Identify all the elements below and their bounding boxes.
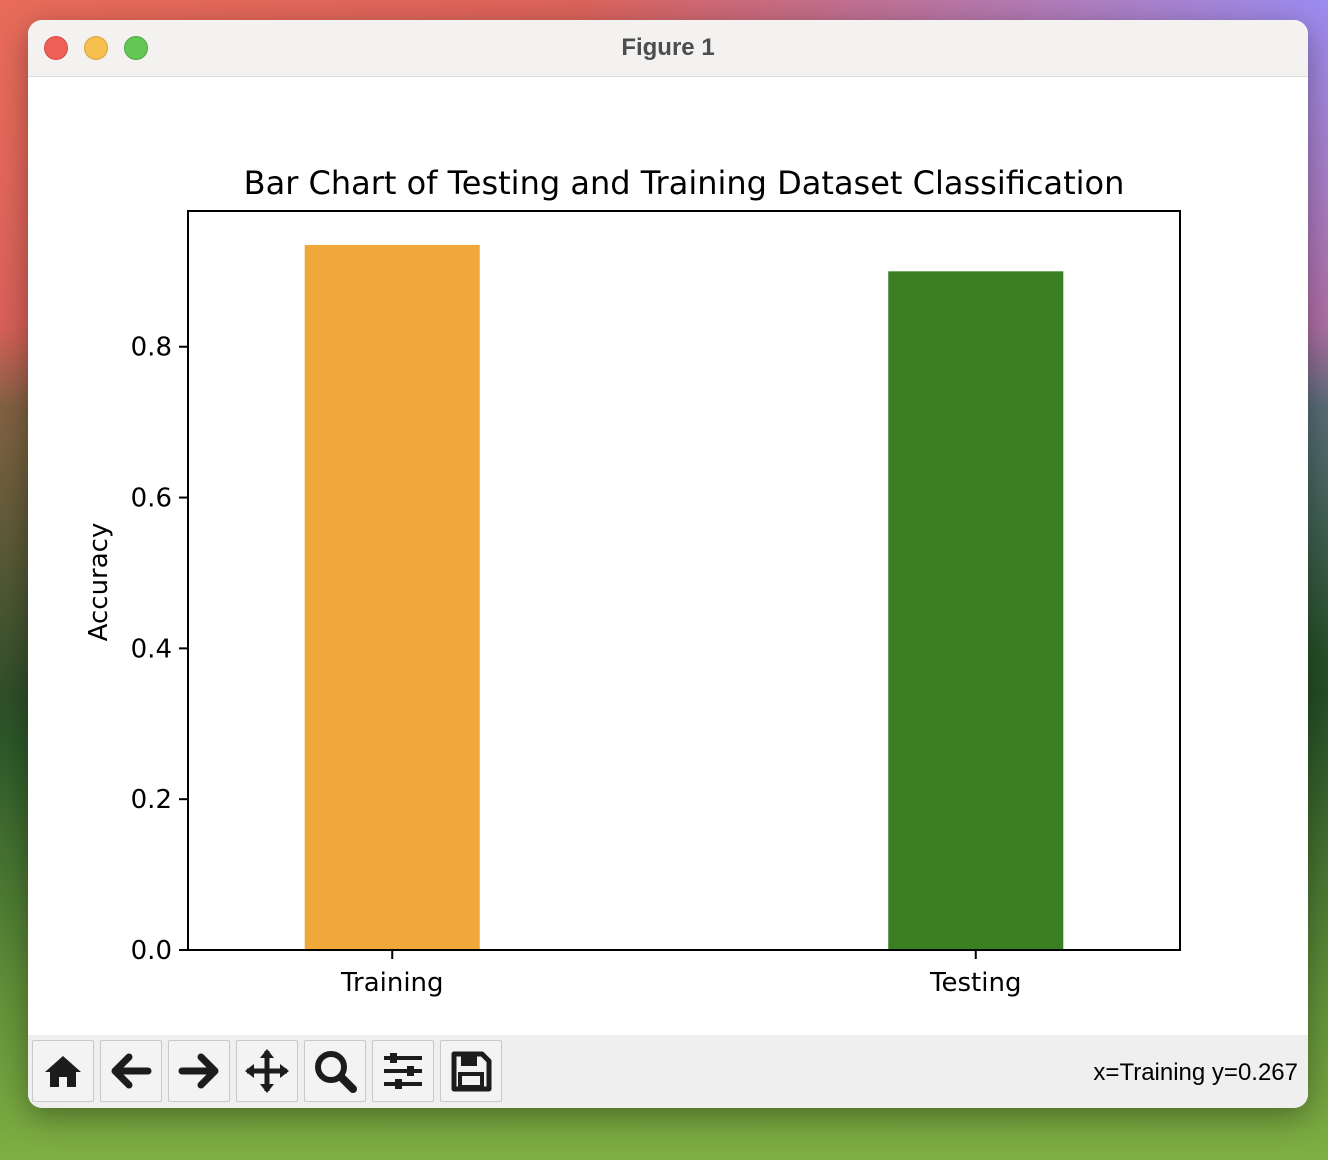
zoom-button[interactable] <box>304 1040 366 1102</box>
forward-arrow-icon <box>178 1053 219 1089</box>
y-tick-label: 0.2 <box>131 785 172 815</box>
back-button[interactable] <box>100 1040 162 1102</box>
chart-title: Bar Chart of Testing and Training Datase… <box>244 164 1125 202</box>
zoom-magnifier-icon <box>315 1051 357 1093</box>
bar-testing <box>888 271 1064 950</box>
configure-subplots-button[interactable] <box>372 1040 434 1102</box>
pan-move-icon <box>245 1049 289 1093</box>
maximize-window-button[interactable] <box>124 36 148 60</box>
cursor-coordinates-status: x=Training y=0.267 <box>1093 1059 1298 1086</box>
bar-chart: Bar Chart of Testing and Training Datase… <box>84 164 1181 998</box>
title-bar[interactable]: Figure 1 <box>28 20 1308 77</box>
close-window-button[interactable] <box>44 36 68 60</box>
y-axis-ticks: 0.0 0.2 0.4 0.6 0.8 <box>131 333 188 966</box>
y-tick-label: 0.0 <box>131 936 172 966</box>
configure-subplots-icon <box>384 1053 422 1089</box>
x-tick-label-training: Training <box>340 968 444 998</box>
minimize-window-button[interactable] <box>84 36 108 60</box>
save-button[interactable] <box>440 1040 502 1102</box>
home-button[interactable] <box>32 1040 94 1102</box>
bars-group <box>304 244 1064 951</box>
navigation-toolbar: x=Training y=0.267 <box>28 1035 1308 1108</box>
y-tick-label: 0.6 <box>131 484 172 514</box>
figure-canvas[interactable]: Bar Chart of Testing and Training Datase… <box>28 77 1308 1035</box>
y-axis-label: Accuracy <box>84 523 114 642</box>
x-axis-ticks: Training Testing <box>340 950 1021 998</box>
bar-training <box>304 244 480 951</box>
window-title: Figure 1 <box>621 34 715 61</box>
save-disk-icon <box>451 1051 492 1092</box>
y-tick-label: 0.8 <box>131 333 172 363</box>
pan-button[interactable] <box>236 1040 298 1102</box>
axes-frame <box>187 210 1181 951</box>
figure-window: Figure 1 Bar Chart of Testing and Traini… <box>28 20 1308 1108</box>
forward-button[interactable] <box>168 1040 230 1102</box>
x-tick-label-testing: Testing <box>929 968 1021 998</box>
home-icon <box>45 1056 81 1087</box>
back-arrow-icon <box>111 1053 152 1089</box>
y-tick-label: 0.4 <box>131 634 172 664</box>
